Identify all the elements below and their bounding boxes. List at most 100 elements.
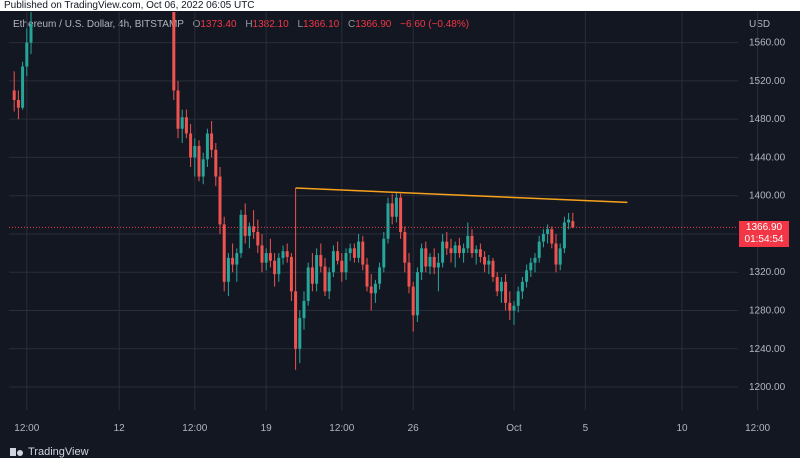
candle-body bbox=[478, 249, 482, 257]
candle-body bbox=[399, 197, 403, 233]
candle-body bbox=[407, 262, 411, 287]
currency-label: USD bbox=[749, 19, 771, 30]
candle-body bbox=[541, 233, 545, 242]
candle-body bbox=[176, 90, 180, 129]
candle-body bbox=[571, 221, 575, 228]
candle-body bbox=[420, 248, 424, 273]
candle-body bbox=[184, 117, 188, 134]
candle-body bbox=[361, 241, 365, 265]
candle-body bbox=[516, 291, 520, 306]
trendline[interactable] bbox=[295, 187, 628, 204]
candle-body bbox=[298, 318, 302, 349]
candle-body bbox=[466, 235, 470, 249]
x-tick-label: 12:00 bbox=[182, 423, 207, 434]
candle-body bbox=[378, 267, 382, 284]
candle-body bbox=[436, 262, 440, 268]
x-tick-label: Oct bbox=[506, 423, 522, 434]
y-tick-label: 1480.00 bbox=[749, 114, 786, 125]
candle-body bbox=[193, 145, 197, 158]
y-tick-label: 1280.00 bbox=[749, 306, 786, 317]
candle-body bbox=[525, 270, 529, 282]
candle-body bbox=[302, 300, 306, 319]
candle-body bbox=[180, 117, 184, 129]
open-value: 1373.40 bbox=[200, 19, 237, 30]
candle-body bbox=[558, 248, 562, 265]
candle-body bbox=[344, 253, 348, 273]
y-tick-label: 1520.00 bbox=[749, 76, 786, 87]
candle-body bbox=[382, 238, 386, 268]
candle-body bbox=[504, 281, 508, 303]
candle-body bbox=[231, 257, 235, 265]
trendline-layer[interactable] bbox=[295, 187, 628, 204]
symbol-legend: Ethereum / U.S. Dollar, 4h, BITSTAMP O13… bbox=[13, 19, 469, 30]
candle-body bbox=[567, 219, 571, 223]
high-label: H bbox=[245, 19, 253, 30]
candle-body bbox=[462, 248, 466, 254]
chart-grid bbox=[9, 12, 759, 410]
low-label: L bbox=[297, 19, 304, 30]
candle-body bbox=[239, 214, 243, 254]
candle-body bbox=[289, 256, 293, 292]
candle-body bbox=[252, 226, 256, 233]
candle-body bbox=[533, 257, 537, 263]
x-tick-label: 5 bbox=[583, 423, 589, 434]
brand-name: TradingView bbox=[28, 445, 89, 458]
close-label: C bbox=[347, 19, 356, 30]
x-tick-label: 26 bbox=[408, 423, 420, 434]
candle-body bbox=[369, 286, 373, 294]
x-tick-label: 10 bbox=[676, 423, 688, 434]
candle-body bbox=[550, 229, 554, 244]
candle-body bbox=[285, 251, 289, 257]
tradingview-logo: TradingView bbox=[10, 445, 89, 458]
candle-body bbox=[352, 248, 356, 258]
open-label: O bbox=[192, 19, 201, 30]
bar-countdown: 01:54:54 bbox=[744, 234, 784, 245]
candle-body bbox=[218, 176, 222, 225]
candle-body bbox=[16, 100, 20, 108]
candle-body bbox=[205, 133, 209, 160]
candle-body bbox=[273, 260, 277, 275]
tradingview-logo-icon bbox=[10, 447, 24, 456]
candle-body bbox=[445, 241, 449, 249]
candle-body bbox=[336, 251, 340, 261]
candle-body bbox=[12, 90, 16, 101]
change-value: −6.60 (−0.48%) bbox=[400, 19, 470, 30]
y-tick-label: 1560.00 bbox=[749, 38, 786, 49]
candle-body bbox=[508, 302, 512, 311]
price-chart[interactable]: 1200.001240.001280.001320.001360.001400.… bbox=[0, 0, 800, 445]
candle-body bbox=[256, 232, 260, 246]
low-value: 1366.10 bbox=[303, 19, 340, 30]
candle-body bbox=[348, 248, 352, 254]
candle-body bbox=[373, 283, 377, 294]
candle-body bbox=[394, 197, 398, 217]
x-tick-label: 12:00 bbox=[745, 423, 770, 434]
x-axis[interactable]: 12:00 12 12:00 19 12:00 26 Oct 5 10 12:00 bbox=[14, 423, 770, 434]
y-tick-label: 1200.00 bbox=[749, 382, 786, 393]
candle-body bbox=[441, 241, 445, 263]
candle-body bbox=[554, 243, 558, 265]
candle-body bbox=[415, 272, 419, 316]
candle-body bbox=[449, 248, 453, 254]
candle-body bbox=[260, 245, 264, 263]
x-tick-label: 12 bbox=[114, 423, 126, 434]
candle-body bbox=[411, 286, 415, 316]
y-tick-label: 1320.00 bbox=[749, 267, 786, 278]
y-tick-label: 1240.00 bbox=[749, 344, 786, 355]
candle-body bbox=[457, 245, 461, 254]
candle-body bbox=[365, 264, 369, 287]
candle-body bbox=[310, 267, 314, 284]
candle-body bbox=[331, 251, 335, 273]
candle-body bbox=[226, 257, 230, 282]
y-tick-label: 1400.00 bbox=[749, 191, 786, 202]
candle-body bbox=[512, 305, 516, 311]
candles bbox=[12, 12, 575, 370]
candle-body bbox=[268, 253, 272, 261]
candle-body bbox=[281, 251, 285, 258]
candle-body bbox=[495, 277, 499, 292]
candle-body bbox=[453, 245, 457, 254]
candle-body bbox=[201, 159, 205, 177]
candle-body bbox=[432, 256, 436, 268]
candle-body bbox=[243, 214, 247, 236]
y-axis[interactable]: 1200.001240.001280.001320.001360.001400.… bbox=[749, 38, 786, 393]
candle-body bbox=[357, 241, 361, 258]
